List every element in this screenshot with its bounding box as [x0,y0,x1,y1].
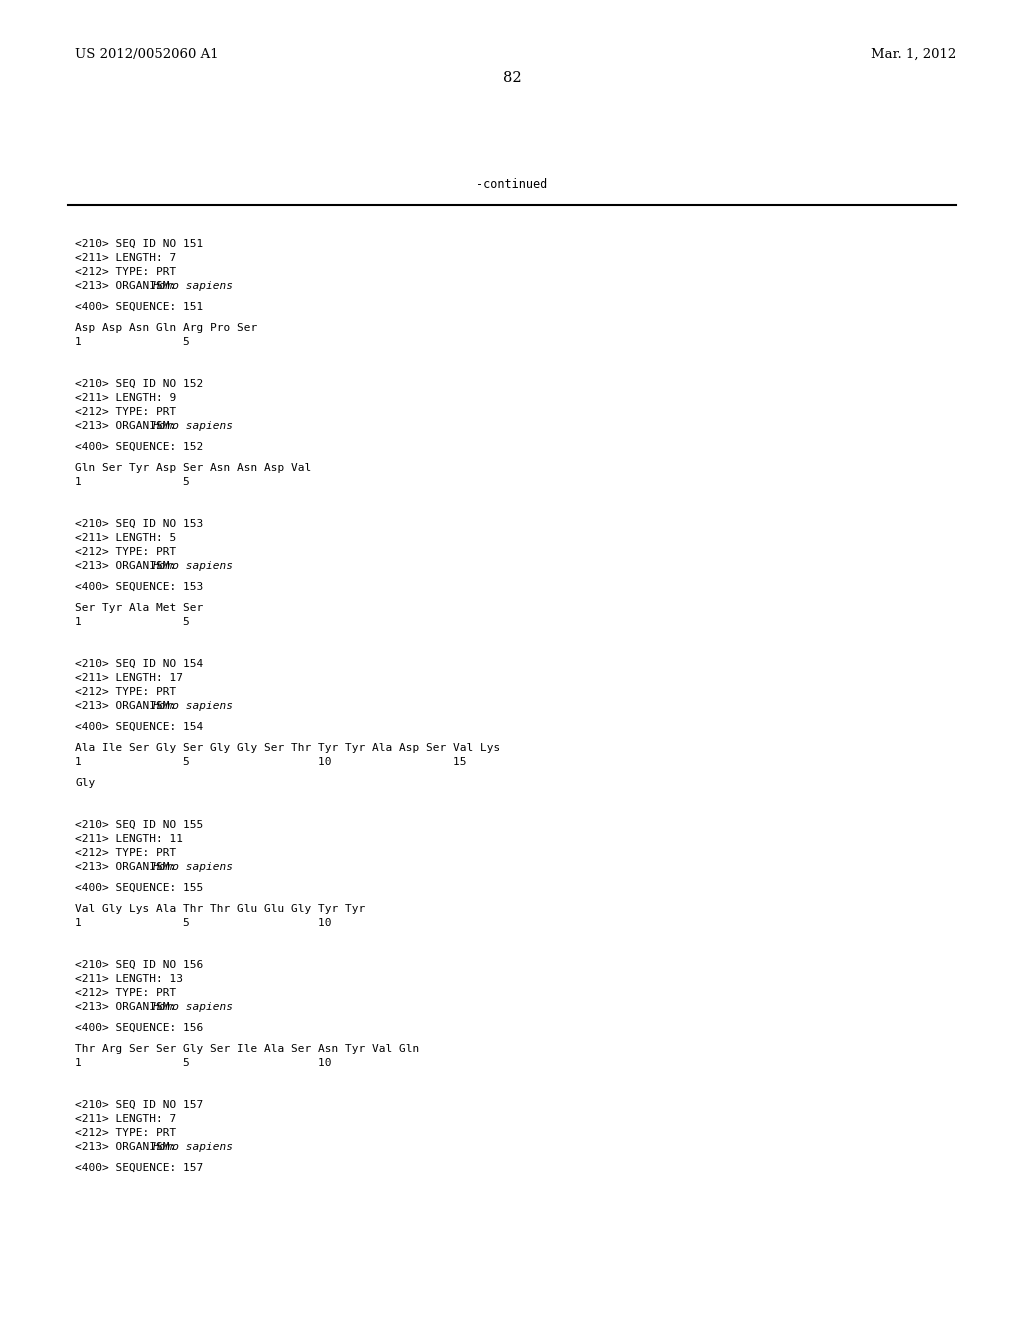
Text: <212> TYPE: PRT: <212> TYPE: PRT [75,847,176,858]
Text: <212> TYPE: PRT: <212> TYPE: PRT [75,987,176,998]
Text: <213> ORGANISM:: <213> ORGANISM: [75,561,183,572]
Text: <213> ORGANISM:: <213> ORGANISM: [75,421,183,432]
Text: <210> SEQ ID NO 157: <210> SEQ ID NO 157 [75,1100,203,1110]
Text: Homo sapiens: Homo sapiens [152,561,232,572]
Text: <400> SEQUENCE: 155: <400> SEQUENCE: 155 [75,883,203,894]
Text: <212> TYPE: PRT: <212> TYPE: PRT [75,267,176,277]
Text: 1               5                   10: 1 5 10 [75,1059,332,1068]
Text: <213> ORGANISM:: <213> ORGANISM: [75,281,183,290]
Text: <400> SEQUENCE: 151: <400> SEQUENCE: 151 [75,302,203,312]
Text: Homo sapiens: Homo sapiens [152,421,232,432]
Text: <400> SEQUENCE: 156: <400> SEQUENCE: 156 [75,1023,203,1034]
Text: Homo sapiens: Homo sapiens [152,281,232,290]
Text: <210> SEQ ID NO 156: <210> SEQ ID NO 156 [75,960,203,970]
Text: 1               5: 1 5 [75,616,189,627]
Text: <213> ORGANISM:: <213> ORGANISM: [75,1002,183,1012]
Text: <213> ORGANISM:: <213> ORGANISM: [75,701,183,711]
Text: <210> SEQ ID NO 152: <210> SEQ ID NO 152 [75,379,203,389]
Text: Gln Ser Tyr Asp Ser Asn Asn Asp Val: Gln Ser Tyr Asp Ser Asn Asn Asp Val [75,463,311,473]
Text: <210> SEQ ID NO 151: <210> SEQ ID NO 151 [75,239,203,249]
Text: Homo sapiens: Homo sapiens [152,862,232,873]
Text: <400> SEQUENCE: 154: <400> SEQUENCE: 154 [75,722,203,733]
Text: Val Gly Lys Ala Thr Thr Glu Glu Gly Tyr Tyr: Val Gly Lys Ala Thr Thr Glu Glu Gly Tyr … [75,904,366,913]
Text: Homo sapiens: Homo sapiens [152,701,232,711]
Text: Homo sapiens: Homo sapiens [152,1002,232,1012]
Text: Mar. 1, 2012: Mar. 1, 2012 [870,48,956,61]
Text: <210> SEQ ID NO 154: <210> SEQ ID NO 154 [75,659,203,669]
Text: -continued: -continued [476,178,548,191]
Text: US 2012/0052060 A1: US 2012/0052060 A1 [75,48,219,61]
Text: <212> TYPE: PRT: <212> TYPE: PRT [75,686,176,697]
Text: <400> SEQUENCE: 153: <400> SEQUENCE: 153 [75,582,203,591]
Text: <213> ORGANISM:: <213> ORGANISM: [75,1142,183,1152]
Text: <211> LENGTH: 7: <211> LENGTH: 7 [75,253,176,263]
Text: <212> TYPE: PRT: <212> TYPE: PRT [75,407,176,417]
Text: Gly: Gly [75,777,95,788]
Text: <211> LENGTH: 7: <211> LENGTH: 7 [75,1114,176,1125]
Text: <211> LENGTH: 13: <211> LENGTH: 13 [75,974,183,983]
Text: 1               5                   10: 1 5 10 [75,917,332,928]
Text: <210> SEQ ID NO 155: <210> SEQ ID NO 155 [75,820,203,830]
Text: <400> SEQUENCE: 157: <400> SEQUENCE: 157 [75,1163,203,1173]
Text: Homo sapiens: Homo sapiens [152,1142,232,1152]
Text: <211> LENGTH: 5: <211> LENGTH: 5 [75,533,176,543]
Text: <211> LENGTH: 9: <211> LENGTH: 9 [75,393,176,403]
Text: <211> LENGTH: 11: <211> LENGTH: 11 [75,834,183,843]
Text: <400> SEQUENCE: 152: <400> SEQUENCE: 152 [75,442,203,451]
Text: 1               5                   10                  15: 1 5 10 15 [75,756,467,767]
Text: Asp Asp Asn Gln Arg Pro Ser: Asp Asp Asn Gln Arg Pro Ser [75,323,257,333]
Text: <212> TYPE: PRT: <212> TYPE: PRT [75,546,176,557]
Text: <210> SEQ ID NO 153: <210> SEQ ID NO 153 [75,519,203,529]
Text: <212> TYPE: PRT: <212> TYPE: PRT [75,1129,176,1138]
Text: 1               5: 1 5 [75,337,189,347]
Text: Thr Arg Ser Ser Gly Ser Ile Ala Ser Asn Tyr Val Gln: Thr Arg Ser Ser Gly Ser Ile Ala Ser Asn … [75,1044,419,1053]
Text: <211> LENGTH: 17: <211> LENGTH: 17 [75,673,183,682]
Text: Ser Tyr Ala Met Ser: Ser Tyr Ala Met Ser [75,603,203,612]
Text: Ala Ile Ser Gly Ser Gly Gly Ser Thr Tyr Tyr Ala Asp Ser Val Lys: Ala Ile Ser Gly Ser Gly Gly Ser Thr Tyr … [75,743,501,752]
Text: <213> ORGANISM:: <213> ORGANISM: [75,862,183,873]
Text: 1               5: 1 5 [75,477,189,487]
Text: 82: 82 [503,71,521,84]
